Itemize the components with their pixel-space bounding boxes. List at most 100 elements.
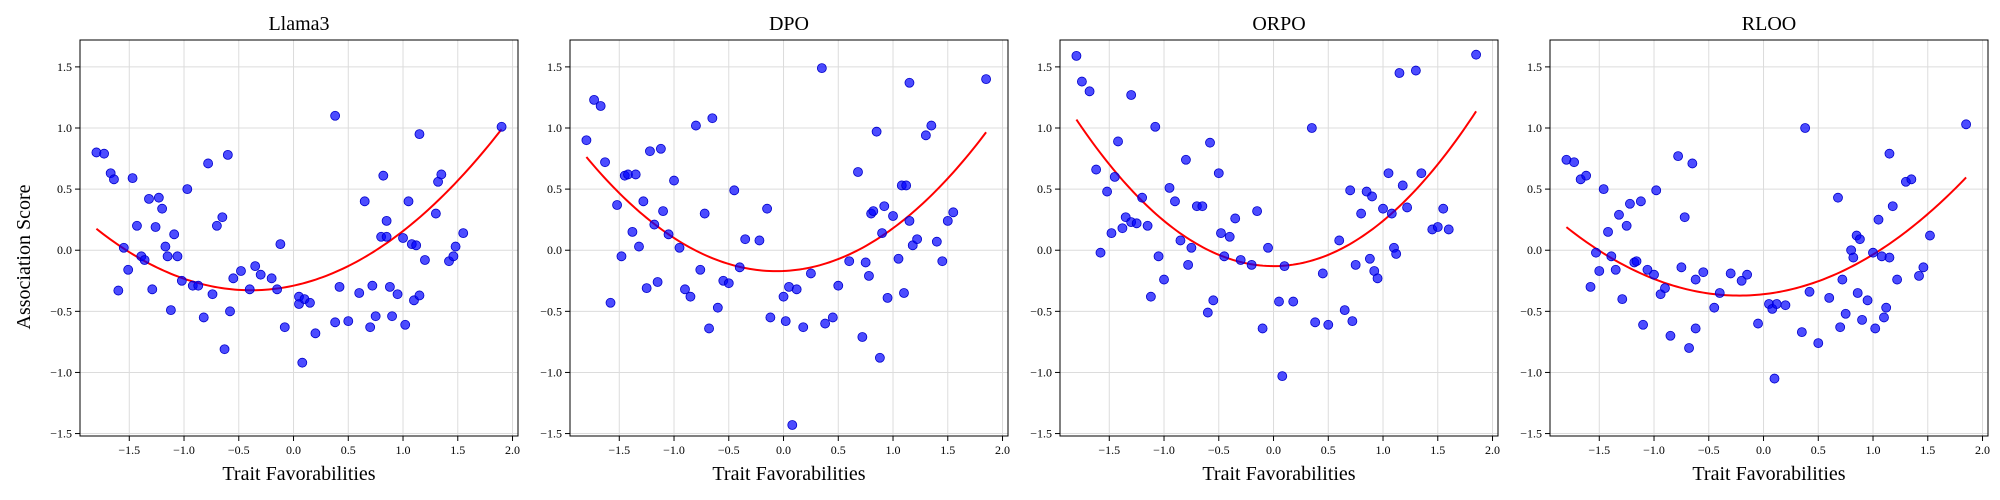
y-tick-label: −0.5 — [540, 304, 562, 318]
data-point — [1780, 300, 1791, 311]
data-point — [868, 206, 879, 217]
data-point — [740, 234, 751, 245]
y-tick-label: −0.5 — [1520, 304, 1542, 318]
x-tick-label: 0.0 — [1756, 443, 1771, 457]
chart-title: DPO — [769, 13, 809, 35]
data-point — [1438, 203, 1449, 214]
data-point — [1306, 123, 1317, 133]
data-point — [1800, 123, 1811, 133]
data-point — [266, 273, 277, 284]
data-point — [1183, 259, 1194, 270]
data-point — [176, 275, 187, 286]
data-point — [1432, 222, 1443, 232]
data-point — [791, 284, 802, 295]
data-point — [244, 284, 255, 295]
data-point — [1598, 184, 1609, 195]
y-tick-label: −1.5 — [1030, 427, 1052, 441]
data-point — [1651, 185, 1662, 196]
data-point — [279, 322, 290, 333]
data-point — [139, 255, 150, 265]
data-point — [1631, 256, 1642, 267]
data-point — [827, 312, 838, 323]
data-point — [1345, 185, 1356, 196]
data-point — [109, 174, 119, 185]
x-tick-label: 2.0 — [505, 443, 520, 457]
data-point — [1137, 192, 1148, 203]
data-point — [1925, 230, 1935, 241]
data-point — [712, 302, 723, 313]
data-point — [754, 235, 765, 246]
data-point — [612, 200, 622, 210]
data-point — [595, 101, 606, 111]
data-point — [589, 94, 599, 105]
data-point — [882, 292, 893, 303]
y-tick-label: −1.0 — [1030, 365, 1052, 379]
data-point — [400, 319, 411, 330]
data-point — [1837, 274, 1848, 285]
data-point — [1804, 286, 1815, 297]
y-tick-label: −0.5 — [50, 304, 72, 318]
data-point — [888, 211, 898, 221]
data-point — [1585, 281, 1596, 292]
y-tick-label: 1.5 — [1037, 60, 1052, 74]
data-point — [937, 256, 948, 267]
data-point — [691, 120, 701, 131]
y-tick-label: 1.5 — [57, 60, 72, 74]
data-point — [297, 357, 308, 368]
chart-panel-dpo: −1.5 −1.0 −0.5 0.0 0.5 1.0 1.5 2.0 −1.5 −1.0 −0.5 0… — [540, 13, 1010, 485]
data-point — [182, 184, 193, 195]
data-point — [1906, 174, 1917, 185]
chart-panel-llama3: −1.5 −1.0 −0.5 0.0 0.5 1.0 1.5 2.0 −1.5 −1.0 −0.5 0… — [50, 13, 520, 485]
data-point — [414, 290, 425, 301]
data-point — [1642, 264, 1653, 275]
data-point — [153, 192, 164, 203]
panels-container: −1.5 −1.0 −0.5 0.0 0.5 1.0 1.5 2.0 −1.5 −1.0 −0.5 0… — [50, 13, 1990, 485]
data-point — [920, 130, 931, 141]
data-point — [387, 311, 397, 322]
data-point — [899, 288, 909, 298]
data-point — [723, 278, 734, 289]
x-tick-label: 2.0 — [995, 443, 1010, 457]
axes-frame — [79, 39, 519, 437]
data-point — [1914, 270, 1924, 281]
data-point — [250, 261, 261, 272]
data-point — [1835, 322, 1846, 333]
data-point — [1077, 76, 1087, 87]
data-point — [1208, 295, 1219, 306]
data-point — [816, 63, 827, 74]
data-point — [1862, 295, 1873, 306]
data-point — [1364, 253, 1375, 264]
chart-panel-rloo: −1.5 −1.0 −0.5 0.0 0.5 1.0 1.5 2.0 −1.5 −1.0 −0.5 0… — [1520, 13, 1990, 485]
x-tick-label: −1.0 — [1153, 443, 1175, 457]
data-point — [844, 256, 855, 267]
data-point — [904, 215, 915, 226]
data-point — [704, 323, 714, 334]
x-axis-label: Trait Favorabilities — [1202, 463, 1355, 485]
data-point — [225, 306, 235, 317]
data-point — [1181, 154, 1191, 165]
data-point — [211, 220, 222, 231]
data-point — [1153, 251, 1164, 262]
data-point — [1824, 292, 1835, 303]
x-tick-label: −0.5 — [228, 443, 250, 457]
data-point — [113, 285, 124, 296]
data-point — [1288, 296, 1299, 307]
data-point — [1884, 148, 1895, 159]
data-point — [157, 203, 168, 214]
data-point — [1687, 158, 1698, 169]
data-point — [1673, 151, 1684, 162]
data-point — [1274, 296, 1284, 307]
data-point — [1219, 251, 1230, 262]
data-point — [1698, 267, 1709, 278]
data-point — [203, 158, 214, 169]
data-point — [893, 253, 904, 264]
y-tick-label: 1.0 — [57, 121, 72, 135]
data-point — [217, 212, 228, 223]
data-point — [1796, 327, 1807, 338]
data-point — [150, 222, 161, 232]
data-point — [334, 281, 345, 292]
data-point — [1235, 255, 1246, 265]
x-tick-label: 1.0 — [396, 443, 411, 457]
data-point — [378, 170, 389, 181]
data-point — [1252, 206, 1262, 217]
